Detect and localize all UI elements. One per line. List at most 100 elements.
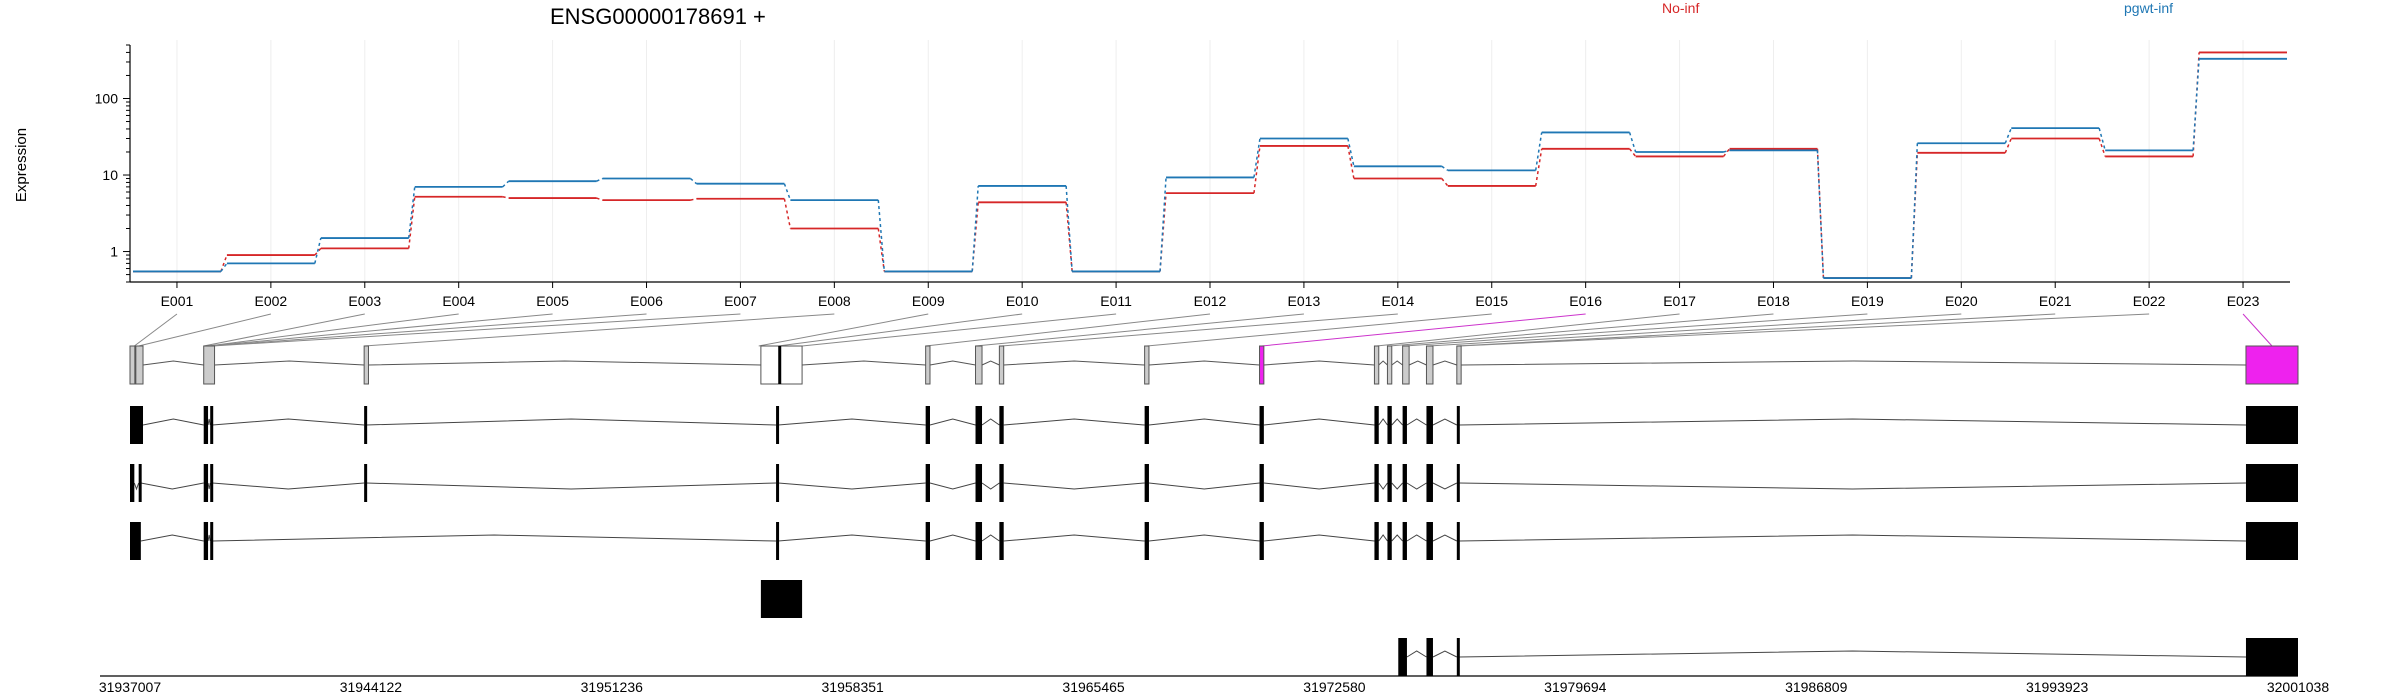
x-tick-label: E006 — [630, 293, 663, 309]
connector-segment — [596, 197, 603, 201]
exon-block — [975, 406, 983, 444]
exon-block — [925, 464, 930, 502]
connector-segment — [502, 180, 510, 188]
connector-segment — [877, 228, 886, 272]
exon-block — [1398, 638, 1407, 676]
exon-box — [1386, 345, 1393, 385]
series-layer — [133, 51, 2287, 279]
exon-block — [1374, 522, 1379, 560]
transcript-3 — [130, 522, 2298, 560]
connector-segment — [596, 177, 603, 182]
y-axis-label: Expression — [13, 128, 30, 202]
exon-block — [975, 464, 983, 502]
exon-block — [138, 464, 142, 502]
x-tick-label: E018 — [1757, 293, 1790, 309]
exon-connectors — [134, 313, 2273, 347]
exon-connector — [2242, 313, 2273, 347]
exon-connector — [1389, 313, 1774, 347]
exon-block — [2245, 406, 2298, 444]
exon-connector — [1261, 313, 1586, 347]
genome-tick-label: 31937007 — [99, 679, 162, 695]
connector-segment — [1816, 150, 1825, 279]
exon-connector — [1404, 313, 1868, 347]
exon-block — [760, 580, 803, 618]
exon-block — [1456, 522, 1460, 560]
connector-segment — [783, 198, 792, 229]
genome-tick-label: 32001038 — [2267, 679, 2330, 695]
exon-connector — [1001, 313, 1398, 347]
connector-segment — [407, 186, 416, 239]
exon-block — [1144, 406, 1149, 444]
exon-block — [1426, 522, 1433, 560]
intron-line — [140, 534, 2246, 542]
x-tick-label: E001 — [161, 293, 194, 309]
x-tick-label: E014 — [1381, 293, 1414, 309]
genome-tick-label: 31979694 — [1544, 679, 1607, 695]
exon-connector — [207, 313, 459, 347]
exon-box — [363, 345, 369, 385]
exon-connector — [1376, 313, 1680, 347]
exon-block — [1456, 464, 1460, 502]
exon-block — [1456, 638, 1460, 676]
genome-tick-label: 31958351 — [822, 679, 885, 695]
exon-block — [2245, 522, 2298, 560]
connector-segment — [689, 177, 697, 185]
exon-box — [778, 346, 782, 384]
exon-connector — [210, 313, 647, 347]
exon-connector — [203, 313, 365, 347]
exon-box — [760, 345, 803, 385]
exon-connector — [208, 313, 553, 347]
x-tick-label: E013 — [1288, 293, 1321, 309]
connector-segment — [971, 185, 979, 272]
exon-block — [210, 464, 214, 502]
connector-segment — [2098, 127, 2106, 151]
intron-line — [1406, 650, 2246, 658]
exon-connector — [778, 313, 1023, 347]
x-tick-label: E019 — [1851, 293, 1884, 309]
exon-box — [925, 345, 931, 385]
exon-connector — [802, 313, 1117, 347]
x-tick-label: E015 — [1475, 293, 1508, 309]
connector-segment — [1159, 193, 1167, 272]
transcript-5 — [1398, 638, 2298, 676]
exon-block — [1144, 464, 1149, 502]
transcript-2 — [130, 464, 2298, 502]
connector-segment — [1534, 132, 1543, 171]
gene-model-track — [129, 345, 2299, 385]
connector-segment — [1065, 202, 1073, 272]
exon-block — [1387, 522, 1392, 560]
genome-tick-label: 31972580 — [1303, 679, 1366, 695]
connector-segment — [971, 202, 979, 272]
connector-segment — [1065, 185, 1073, 272]
exon-connector — [758, 313, 929, 347]
exon-block — [2245, 464, 2298, 502]
connector-segment — [220, 254, 228, 272]
connector-segment — [1723, 149, 1730, 153]
genome-tick-label: 31944122 — [340, 679, 403, 695]
x-tick-label: E016 — [1569, 293, 1602, 309]
legend-pgwt-inf: pgwt-inf — [2124, 0, 2173, 16]
exon-block — [130, 406, 144, 444]
connector-segment — [1910, 143, 1919, 279]
exon-block — [1259, 464, 1264, 502]
exon-connector — [212, 313, 741, 347]
exon-connector — [134, 313, 178, 347]
x-tick-label: E008 — [818, 293, 851, 309]
exon-block — [210, 522, 214, 560]
exon-box — [129, 345, 144, 385]
exon-block — [776, 464, 780, 502]
x-tick-label: E022 — [2133, 293, 2166, 309]
exon-connector — [138, 313, 271, 347]
exon-block — [1402, 464, 1407, 502]
connector-segment — [2004, 127, 2012, 144]
exon-block — [130, 522, 141, 560]
x-tick-label: E010 — [1006, 293, 1039, 309]
x-tick-label: E004 — [442, 293, 475, 309]
exon-box — [1259, 345, 1265, 385]
connector-segment — [783, 183, 792, 201]
intron-line — [133, 482, 2246, 491]
connector-segment — [1253, 138, 1261, 178]
intron-line — [142, 360, 2246, 366]
exon-connector — [1146, 313, 1492, 347]
y-axis: 1 10 100 — [95, 44, 131, 283]
